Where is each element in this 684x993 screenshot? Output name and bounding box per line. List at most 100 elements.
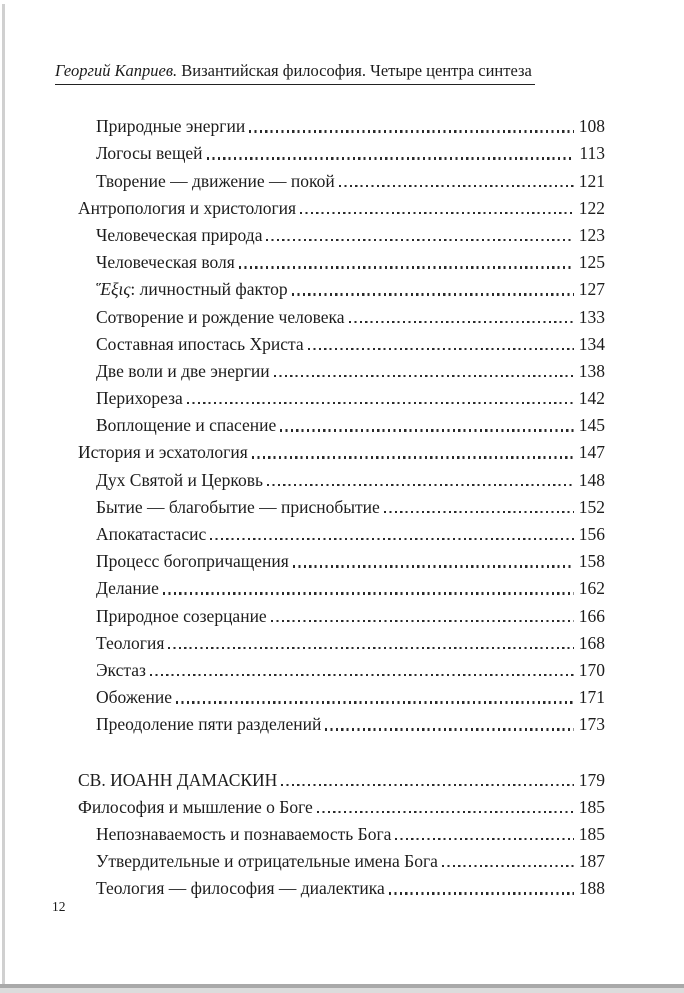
toc-entry-title: Перихореза [96, 388, 183, 409]
toc-dotted-leader [316, 810, 574, 814]
toc-entry-title: Ἕξις: личностный фактор [96, 279, 288, 300]
toc-dotted-leader [149, 673, 574, 677]
toc-entry-title: Экстаз [96, 659, 146, 680]
toc-entry-title: Преодоление пяти разделений [96, 714, 322, 735]
toc-entry: Антропология и христология 122 [78, 192, 605, 219]
toc-entry-page: 162 [578, 578, 605, 599]
toc-entry: Две воли и две энергии 138 [78, 355, 605, 382]
toc-entry-page: 185 [578, 823, 605, 844]
toc-entry-page: 188 [578, 878, 605, 899]
toc-dotted-leader [162, 592, 574, 595]
toc-entry-page: 142 [578, 388, 605, 409]
toc-entry: Теология — философия — диалектика 188 [78, 872, 605, 899]
toc-entry-page: 145 [578, 415, 605, 436]
toc-entry-page: 138 [578, 360, 605, 381]
toc-entry-page: 158 [578, 551, 605, 572]
toc-dotted-leader [395, 837, 574, 841]
toc-dotted-leader [249, 130, 574, 133]
toc-dotted-leader [307, 347, 574, 351]
toc-list: Природные энергии 108 Логосы вещей 113 Творе… [78, 110, 605, 899]
toc-entry-title: Составная ипостась Христа [96, 333, 304, 354]
toc-entry: Процесс богопричащения 158 [78, 545, 605, 572]
toc-entry-page: 122 [578, 197, 605, 218]
toc-entry: Природные энергии 108 [78, 110, 605, 137]
toc-dotted-leader [168, 646, 574, 650]
toc-dotted-leader [186, 402, 574, 405]
toc-entry-page: 127 [578, 279, 605, 300]
toc-entry-title-greek: Ἕξις [96, 279, 131, 300]
toc-dotted-leader [281, 783, 574, 786]
toc-entry-page: 156 [578, 524, 605, 544]
toc-entry-page: 179 [578, 769, 605, 790]
toc-entry-title: Природные энергии [96, 116, 246, 137]
toc-entry-title: Две воли и две энергии [96, 360, 270, 381]
toc-entry-title: Логосы вещей [96, 143, 203, 164]
toc-entry-page: 113 [579, 143, 605, 164]
toc-entry: СВ. ИОАНН ДАМАСКИН 179 [78, 763, 605, 790]
toc-entry-title: Человеческая воля [96, 252, 235, 273]
toc-entry: Непознаваемость и познаваемость Бога 185 [78, 818, 605, 845]
toc-entry-title: Философия и мышление о Боге [78, 796, 313, 817]
toc-entry: Апокатастасис 156 [78, 518, 605, 545]
toc-entry: Творение — движение — покой 121 [78, 164, 605, 191]
toc-entry: Человеческая воля 125 [78, 246, 605, 273]
running-header: Георгий Каприев. Византийская философия.… [55, 61, 535, 85]
running-header-author: Георгий Каприев. [55, 61, 178, 80]
toc-entry-title: Процесс богопричащения [96, 551, 289, 572]
toc-dotted-leader [270, 619, 574, 622]
page-number: 12 [52, 899, 66, 914]
toc-entry-title: Антропология и христология [78, 197, 297, 218]
toc-entry-title: Воплощение и спасение [96, 415, 277, 436]
toc-entry-title: СВ. ИОАНН ДАМАСКИН [78, 769, 278, 790]
toc-entry-page: 166 [578, 605, 605, 626]
toc-dotted-leader [441, 865, 574, 868]
toc-entry-title: Человеческая природа [96, 224, 263, 245]
toc-dotted-leader [206, 157, 574, 160]
toc-entry-page: 148 [578, 469, 605, 490]
toc-dotted-leader [325, 728, 574, 731]
toc-entry: Дух Святой и Церковь 148 [78, 463, 605, 490]
toc-dotted-leader [210, 538, 574, 541]
toc-entry-page: 133 [578, 306, 605, 327]
toc-entry-title: Непознаваемость и познаваемость Бога [96, 823, 392, 844]
toc-entry: Перихореза 142 [78, 382, 605, 409]
toc-entry: Бытие — благобытие — приснобытие 152 [78, 491, 605, 518]
toc-dotted-leader [280, 429, 574, 432]
toc-entry: Природное созерцание 166 [78, 599, 605, 626]
toc-entry: Экстаз 170 [78, 654, 605, 681]
toc-entry-title: Дух Святой и Церковь [96, 469, 263, 490]
page-scan-bottom-edge [0, 984, 684, 988]
toc-dotted-leader [251, 456, 574, 459]
toc-entry-title: Теология — философия — диалектика [96, 878, 385, 899]
toc-entry-title: Сотворение и рождение человека [96, 306, 345, 327]
toc-entry-title: Бытие — благобытие — приснобытие [96, 496, 380, 517]
toc-entry-page: 152 [578, 496, 605, 517]
toc-entry-page: 187 [578, 851, 605, 872]
toc-entry: Делание 162 [78, 572, 605, 599]
toc-dotted-leader [291, 293, 574, 296]
toc-dotted-leader [388, 892, 574, 895]
toc-dotted-leader [300, 211, 574, 215]
page-scan-bottom-shadow [0, 988, 684, 993]
toc-entry: Теология 168 [78, 627, 605, 654]
toc-entry-page: 168 [578, 632, 605, 653]
toc-entry: Человеческая природа 123 [78, 219, 605, 246]
toc-dotted-leader [175, 701, 574, 704]
toc-entry: Сотворение и рождение человека 133 [78, 300, 605, 327]
toc-dotted-leader [383, 510, 574, 514]
toc-entry: Преодоление пяти разделений 173 [78, 708, 605, 735]
toc-dotted-leader [238, 266, 574, 269]
toc-entry: Утвердительные и отрицательные имена Бог… [78, 845, 605, 872]
running-header-title: Византийская философия. Четыре центра си… [177, 61, 532, 80]
toc-entry: Обожение 171 [78, 681, 605, 708]
toc-entry: Составная ипостась Христа 134 [78, 328, 605, 355]
toc-entry: Воплощение и спасение 145 [78, 409, 605, 436]
toc-entry-title: Обожение [96, 687, 172, 708]
toc-entry-title: Апокатастасис [96, 524, 207, 544]
toc-entry-page: 185 [578, 796, 605, 817]
toc-entry-title: Творение — движение — покой [96, 170, 335, 191]
toc-entry-page: 123 [578, 224, 605, 245]
toc-entry-page: 147 [578, 442, 605, 463]
toc-dotted-leader [348, 320, 574, 323]
